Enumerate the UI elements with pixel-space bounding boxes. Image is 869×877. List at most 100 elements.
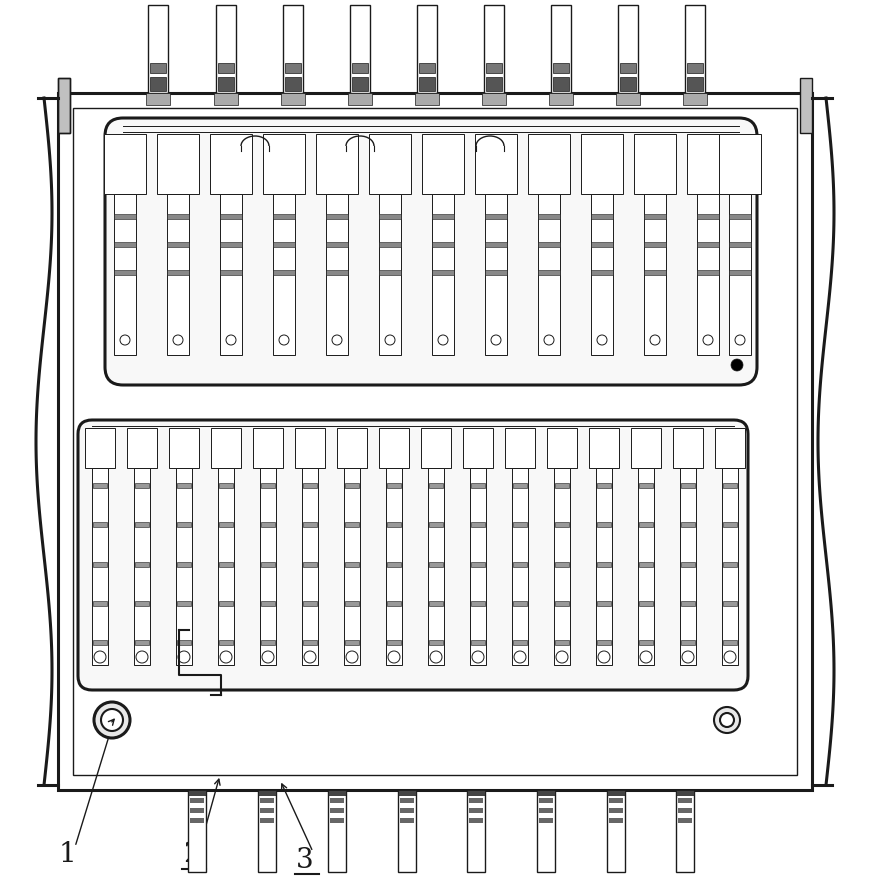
Bar <box>723 640 737 645</box>
Bar <box>220 270 242 275</box>
Bar <box>634 134 676 194</box>
Bar <box>326 214 348 219</box>
Bar <box>214 93 238 105</box>
Bar <box>618 5 638 93</box>
Bar <box>345 601 359 606</box>
Bar <box>538 214 560 219</box>
Bar <box>386 468 402 665</box>
Bar <box>303 601 317 606</box>
Bar <box>681 482 695 488</box>
Bar <box>415 93 439 105</box>
Bar <box>150 77 166 91</box>
Bar <box>723 601 737 606</box>
Bar <box>681 601 695 606</box>
FancyBboxPatch shape <box>78 420 748 690</box>
Bar <box>553 77 569 91</box>
Bar <box>463 428 493 468</box>
Bar <box>167 270 189 275</box>
Bar <box>157 134 199 194</box>
Bar <box>261 561 275 567</box>
Bar <box>261 601 275 606</box>
Bar <box>638 468 654 665</box>
Bar <box>470 468 486 665</box>
Circle shape <box>720 713 734 727</box>
Bar <box>387 601 401 606</box>
Text: 2: 2 <box>183 842 201 868</box>
Bar <box>258 790 276 795</box>
Bar <box>723 522 737 527</box>
Bar <box>167 194 189 355</box>
Bar <box>114 242 136 247</box>
Bar <box>177 601 191 606</box>
Bar <box>591 270 613 275</box>
Bar <box>114 194 136 355</box>
Bar <box>219 601 233 606</box>
Bar <box>379 242 401 247</box>
Bar <box>538 242 560 247</box>
Circle shape <box>120 335 130 345</box>
Bar <box>432 270 454 275</box>
Bar <box>330 818 344 823</box>
Bar <box>607 790 625 872</box>
Bar <box>93 522 107 527</box>
Bar <box>218 468 234 665</box>
Bar <box>616 93 640 105</box>
Bar <box>260 818 274 823</box>
Bar <box>553 63 569 73</box>
Bar <box>555 482 569 488</box>
Bar <box>547 428 577 468</box>
Bar <box>681 640 695 645</box>
Bar <box>219 640 233 645</box>
Bar <box>177 522 191 527</box>
Bar <box>555 522 569 527</box>
Circle shape <box>136 651 148 663</box>
Bar <box>505 428 535 468</box>
Bar <box>219 561 233 567</box>
Bar <box>513 640 527 645</box>
Bar <box>680 468 696 665</box>
Bar <box>597 601 611 606</box>
Bar <box>169 428 199 468</box>
Bar <box>485 270 507 275</box>
Bar <box>273 194 295 355</box>
Bar <box>219 482 233 488</box>
Bar <box>261 522 275 527</box>
Bar <box>93 561 107 567</box>
Bar <box>93 601 107 606</box>
Circle shape <box>226 335 236 345</box>
Bar <box>591 214 613 219</box>
Circle shape <box>682 651 694 663</box>
Bar <box>697 270 719 275</box>
Bar <box>177 482 191 488</box>
Bar <box>555 561 569 567</box>
Bar <box>302 468 318 665</box>
Bar <box>551 5 571 93</box>
Bar <box>597 482 611 488</box>
Bar <box>475 134 517 194</box>
Bar <box>177 640 191 645</box>
Bar <box>211 428 241 468</box>
Bar <box>283 5 303 93</box>
Bar <box>539 818 553 823</box>
Bar <box>678 808 692 813</box>
Bar <box>260 468 276 665</box>
Bar <box>114 214 136 219</box>
Bar <box>295 428 325 468</box>
Bar <box>127 428 157 468</box>
Bar <box>218 77 234 91</box>
Bar <box>350 5 370 93</box>
Bar <box>146 93 170 105</box>
Bar <box>467 790 485 872</box>
Bar <box>218 63 234 73</box>
Bar <box>591 242 613 247</box>
Circle shape <box>173 335 183 345</box>
Bar <box>216 5 236 93</box>
Bar <box>639 522 653 527</box>
Bar <box>422 134 464 194</box>
Bar <box>429 561 443 567</box>
Bar <box>620 63 636 73</box>
Bar <box>729 214 751 219</box>
Bar <box>352 63 368 73</box>
Bar <box>285 77 301 91</box>
Bar <box>607 790 625 795</box>
